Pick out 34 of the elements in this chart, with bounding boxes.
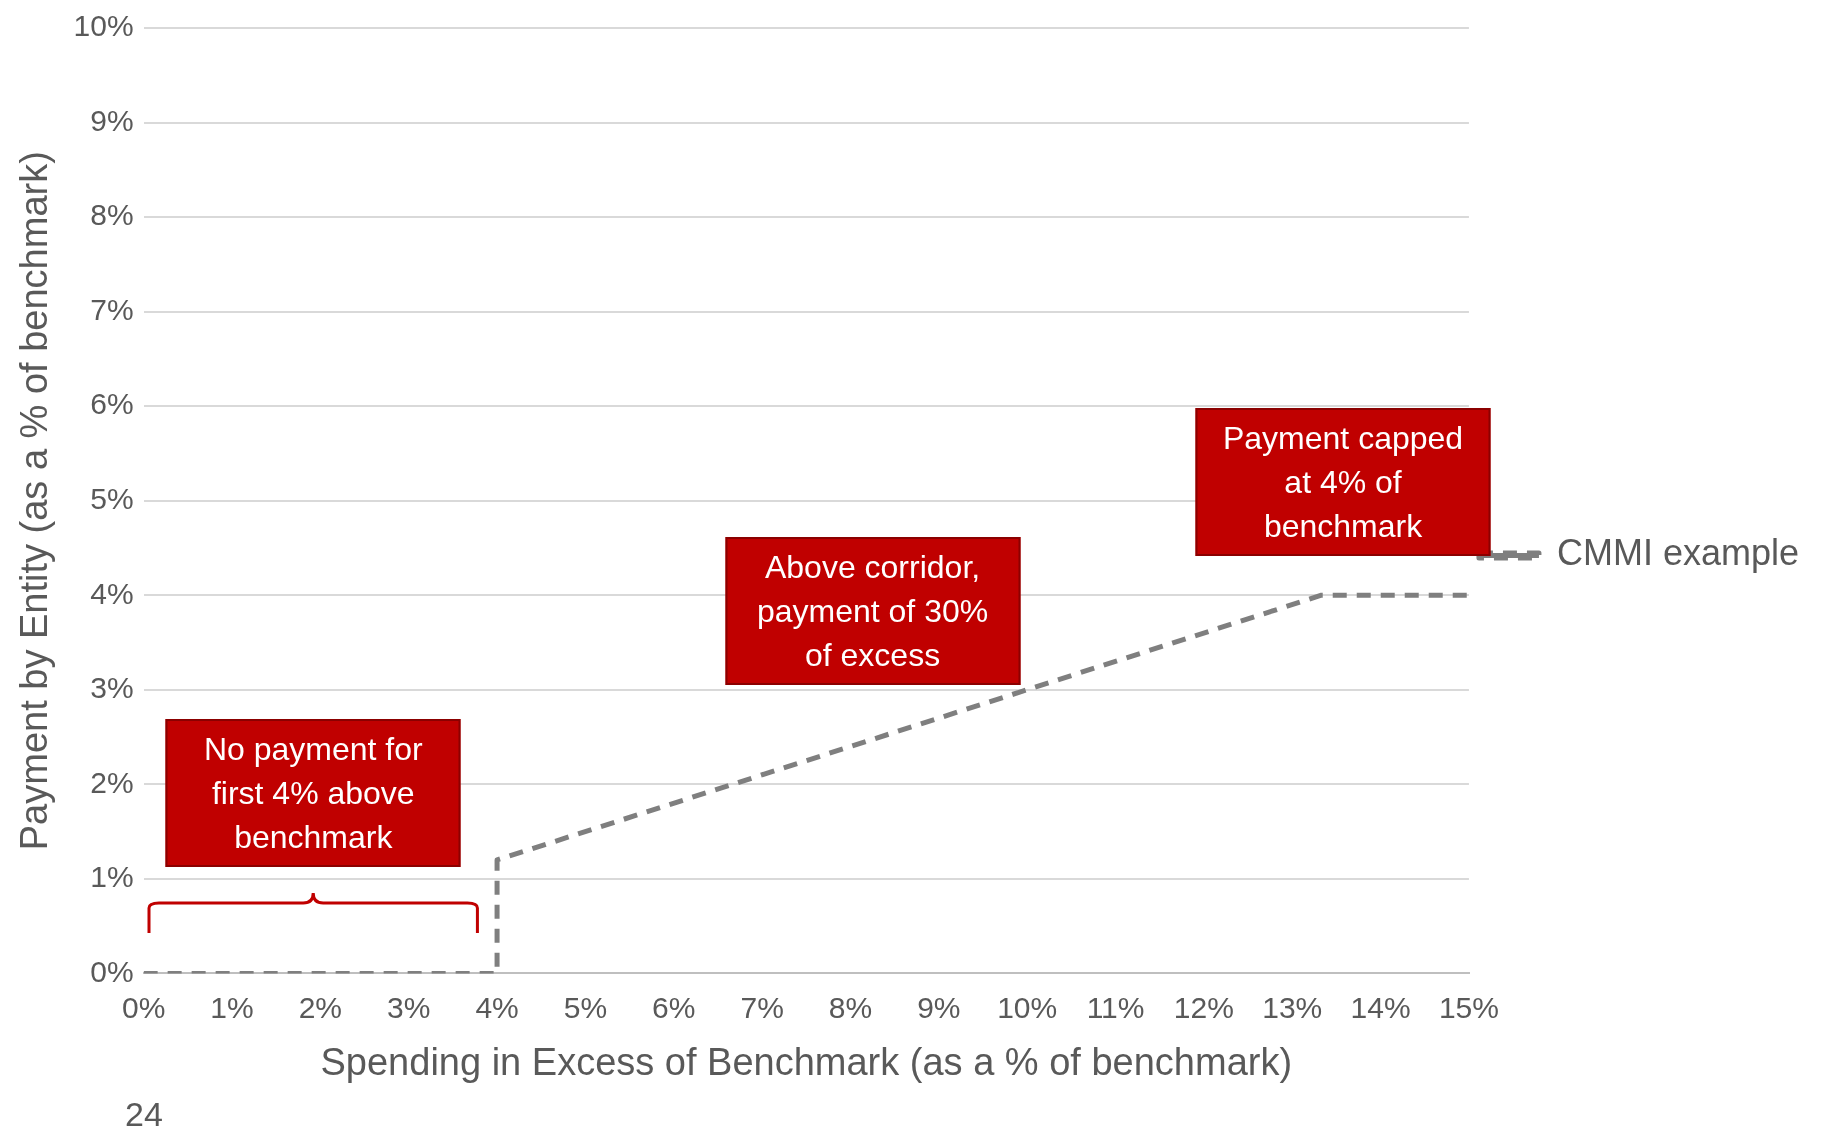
x-tick-label: 8% (828, 990, 873, 1024)
text: 24 (125, 1095, 163, 1134)
y-tick-label: 3% (90, 671, 134, 705)
y-tick-label: 9% (90, 103, 134, 137)
y-tick-label: 4% (90, 576, 134, 610)
annotation: Payment capped at 4% of benchmark (1195, 407, 1491, 556)
annotation: No payment for first 4% above benchmark (165, 718, 461, 867)
x-tick-label: 2% (298, 990, 343, 1024)
x-tick-label: 11% (1086, 990, 1145, 1024)
y-tick-label: 6% (90, 387, 134, 421)
y-tick-label: 8% (90, 198, 134, 232)
x-tick-label: 5% (563, 990, 608, 1024)
x-tick-label: 3% (387, 990, 431, 1024)
x-tick-label: 0% (121, 990, 166, 1024)
y-tick-label: 5% (90, 481, 134, 515)
y-tick-label: 7% (90, 292, 134, 326)
x-tick-label: 14% (1350, 990, 1411, 1024)
x-tick-label: 1% (210, 990, 254, 1024)
x-tick-label: 6% (652, 990, 696, 1024)
x-axis-title: Spending in Excess of Benchmark (as a % of benchmark) (320, 1040, 1293, 1083)
legend-label: CMMI example (1556, 532, 1800, 574)
x-tick-label: 10% (997, 990, 1058, 1024)
y-tick-label: 2% (90, 765, 134, 799)
x-tick-label: 9% (917, 990, 961, 1024)
x-tick-label: 15% (1438, 990, 1499, 1024)
x-tick-label: 4% (475, 990, 519, 1024)
annotation: Above corridor, payment of 30% of excess (725, 537, 1021, 686)
x-tick-label: 7% (740, 990, 784, 1024)
y-tick-label: 10% (73, 9, 134, 43)
x-tick-label: 12% (1173, 990, 1234, 1024)
y-tick-label: 1% (90, 860, 134, 894)
y-axis-title: Payment by Entity (as a % of benchmark) (13, 151, 56, 851)
x-tick-label: 13% (1262, 990, 1323, 1024)
y-tick-label: 0% (90, 954, 134, 988)
